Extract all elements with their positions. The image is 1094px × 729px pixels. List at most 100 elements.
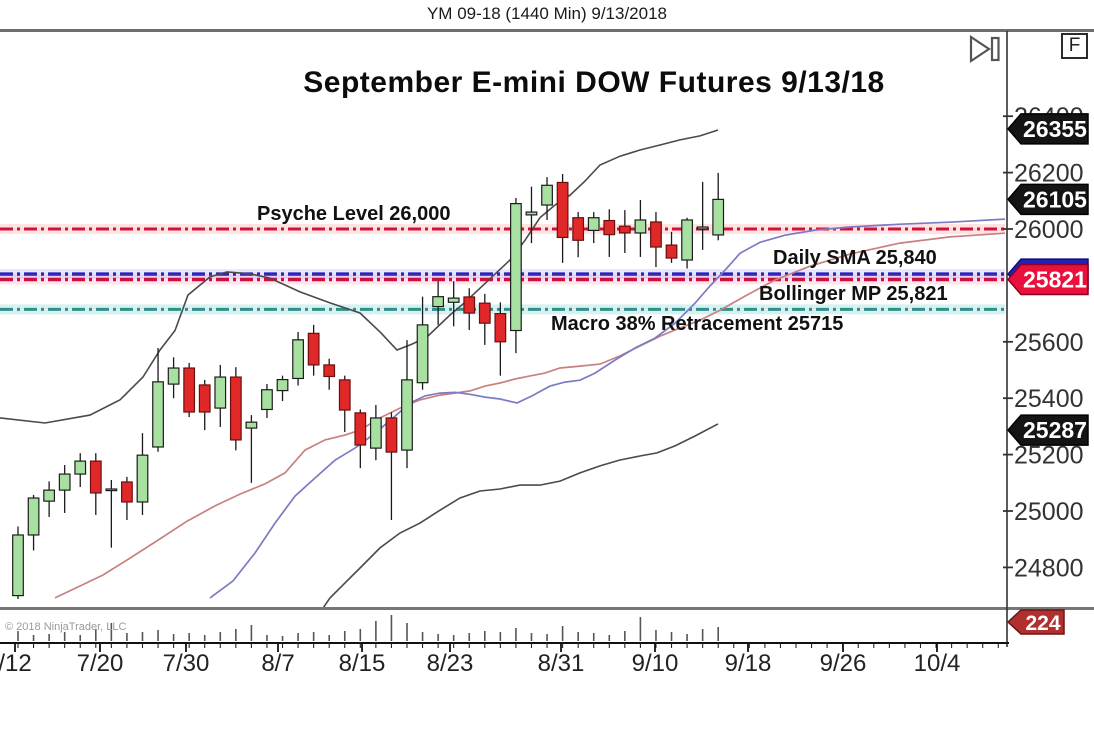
price-badge-label: 224: [1025, 612, 1060, 635]
candle-up: [432, 296, 445, 308]
candle-down: [183, 367, 196, 413]
date-label: 8/15: [339, 650, 386, 677]
date-label: 9/26: [820, 650, 867, 677]
date-label: 7/20: [77, 650, 124, 677]
price-tick-label: 26200: [1014, 160, 1084, 188]
candle-up: [276, 378, 289, 392]
candle-down: [572, 217, 585, 241]
candle-up: [401, 379, 413, 451]
date-label: 8/31: [538, 650, 585, 677]
candle-down: [338, 379, 351, 411]
price-badge: 26105: [1007, 183, 1089, 216]
price-tick-label: 26000: [1014, 216, 1084, 244]
price-badge: 224: [1006, 609, 1065, 635]
skip-to-end-icon[interactable]: [966, 34, 1004, 64]
price-axis-layer: 2640026200260002560025400252002500024800: [1003, 103, 1084, 582]
price-tick-label: 25200: [1014, 442, 1084, 470]
candle-up: [167, 367, 180, 385]
date-label: 8/7: [261, 650, 294, 677]
candle-up: [587, 217, 600, 232]
candle-up: [261, 389, 273, 411]
date-label: 10/4: [914, 650, 961, 677]
overlay-lines-layer: [0, 129, 1005, 607]
red-moving-average: [54, 232, 1005, 599]
copyright-text: © 2018 NinjaTrader, LLC: [5, 621, 127, 633]
bollinger-mp-label: Bollinger MP 25,821: [759, 283, 948, 305]
fit-chart-button[interactable]: F: [1061, 33, 1088, 59]
candle-down: [385, 417, 398, 453]
level-halo: [0, 274, 1005, 285]
blue-moving-average: [209, 218, 1005, 599]
price-badge-label: 25821: [1023, 266, 1087, 292]
price-tick-label: 25600: [1014, 329, 1084, 357]
price-badge-label: 26355: [1023, 116, 1087, 142]
level-lines-layer: [0, 224, 1005, 315]
price-badge: 25287: [1007, 414, 1089, 446]
level-halo: [0, 224, 1005, 234]
price-badge-shape: [1007, 414, 1089, 446]
price-badge-label: 25287: [1023, 417, 1087, 443]
price-tick-label: 24800: [1014, 554, 1084, 582]
candle-up: [105, 488, 118, 492]
candle-up: [136, 454, 149, 503]
candle-up: [681, 219, 693, 261]
candle-up: [416, 324, 429, 384]
price-tick-label: 25000: [1014, 498, 1084, 526]
daily-sma-label: Daily SMA 25,840: [773, 247, 937, 269]
candle-down: [323, 364, 336, 378]
candle-up: [525, 211, 538, 216]
candle-down: [665, 244, 678, 259]
price-badge-shape: [1006, 609, 1065, 635]
candle-up: [510, 203, 522, 332]
price-badge-label: 26105: [1023, 186, 1087, 212]
price-badge: 26355: [1007, 113, 1089, 145]
candle-up: [541, 184, 553, 206]
candle-up: [696, 226, 709, 230]
candle-up: [369, 417, 382, 449]
candle-up: [12, 534, 24, 597]
price-tick-label: 25400: [1014, 385, 1084, 413]
chart-title: September E-mini DOW Futures 9/13/18: [303, 66, 885, 99]
time-axis-layer: /12 7/20 7/30 8/7 8/15 8/23 8/31 9/10 9/18 9/26 10…: [0, 643, 999, 677]
window-title: YM 09-18 (1440 Min) 9/13/2018: [426, 4, 668, 23]
psyche-level-label: Psyche Level 26,000: [257, 203, 451, 225]
candle-down: [556, 181, 569, 239]
date-label: 9/10: [632, 650, 679, 677]
candle-down: [478, 302, 491, 324]
candle-down: [650, 221, 662, 248]
candle-down: [618, 225, 631, 234]
candle-down: [463, 296, 476, 314]
candle-up: [447, 297, 460, 303]
title-divider: [0, 29, 1094, 32]
candle-down: [89, 460, 102, 494]
candle-up: [712, 198, 725, 236]
candle-up: [43, 489, 56, 502]
candle-down: [494, 313, 507, 343]
candle-down: [229, 376, 242, 441]
candle-down: [121, 481, 133, 503]
price-badge-shape: [1007, 113, 1089, 145]
candle-down: [307, 332, 320, 366]
date-label: 9/18: [725, 650, 772, 677]
candle-down: [354, 412, 367, 446]
candle-down: [198, 384, 211, 413]
date-label: /12: [0, 650, 32, 677]
candle-up: [245, 421, 258, 429]
candle-up: [214, 376, 227, 409]
panel-divider: [0, 607, 1094, 610]
candle-up: [292, 339, 304, 380]
date-label: 8/23: [427, 650, 474, 677]
candle-up: [74, 460, 87, 475]
candle-up: [634, 219, 647, 234]
level-halo: [0, 269, 1005, 280]
date-label: 7/30: [163, 650, 210, 677]
price-badge-shape: [1007, 183, 1089, 216]
price-badge: 25821: [1007, 263, 1089, 296]
macro-retracement-label: Macro 38% Retracement 25715: [551, 313, 844, 335]
candles-layer: [12, 172, 725, 599]
candle-up: [152, 381, 164, 448]
bollinger-lower-band: [322, 423, 719, 607]
price-badge-shape: [1007, 263, 1089, 296]
